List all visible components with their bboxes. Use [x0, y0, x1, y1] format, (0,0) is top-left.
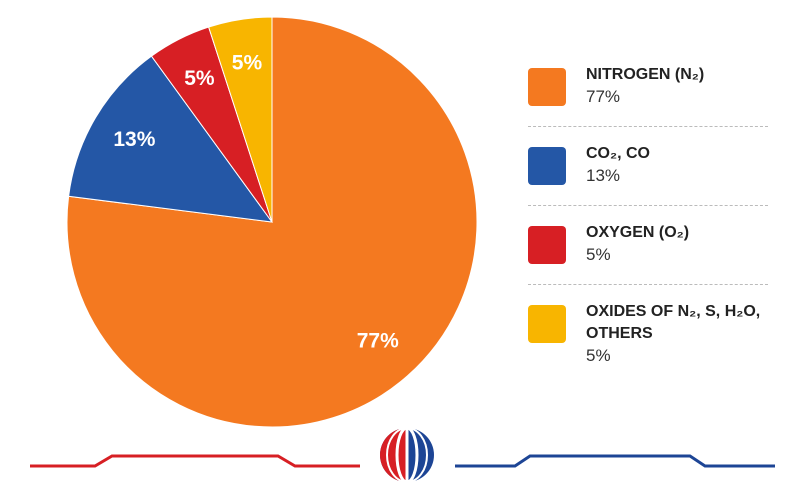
legend-value: 13% — [586, 166, 621, 185]
decoration — [30, 426, 775, 484]
legend-label: CO₂, CO — [586, 145, 650, 162]
slice-label: 5% — [232, 52, 263, 75]
legend-swatch — [528, 68, 566, 106]
legend-label: OXYGEN (O₂) — [586, 224, 690, 241]
legend-label: NITROGEN (N₂) — [586, 66, 705, 83]
legend-swatch — [528, 226, 566, 264]
legend-item: CO₂, CO 13% — [528, 127, 768, 206]
legend-text: NITROGEN (N₂) 77% — [586, 64, 761, 108]
legend-swatch — [528, 305, 566, 343]
pie-slice — [66, 16, 478, 428]
legend-text: OXYGEN (O₂) 5% — [586, 222, 761, 266]
pie-slice — [208, 16, 273, 223]
legend-item: OXYGEN (O₂) 5% — [528, 206, 768, 285]
pie-slice — [68, 55, 274, 223]
legend: NITROGEN (N₂) 77% CO₂, CO 13% OXYGEN (O₂) 5% O… — [528, 48, 768, 385]
slice-label: 5% — [184, 67, 215, 90]
legend-swatch — [528, 147, 566, 185]
legend-value: 5% — [586, 346, 611, 365]
legend-value: 5% — [586, 245, 611, 264]
legend-value: 77% — [586, 87, 621, 106]
slice-label: 13% — [113, 128, 155, 151]
legend-item: OXIDES OF N₂, S, H₂O, OTHERS 5% — [528, 285, 768, 385]
legend-text: OXIDES OF N₂, S, H₂O, OTHERS 5% — [586, 301, 761, 367]
slice-label: 77% — [357, 329, 399, 352]
legend-label: OXIDES OF N₂, S, H₂O, OTHERS — [586, 303, 761, 342]
legend-item: NITROGEN (N₂) 77% — [528, 48, 768, 127]
legend-text: CO₂, CO 13% — [586, 143, 761, 187]
